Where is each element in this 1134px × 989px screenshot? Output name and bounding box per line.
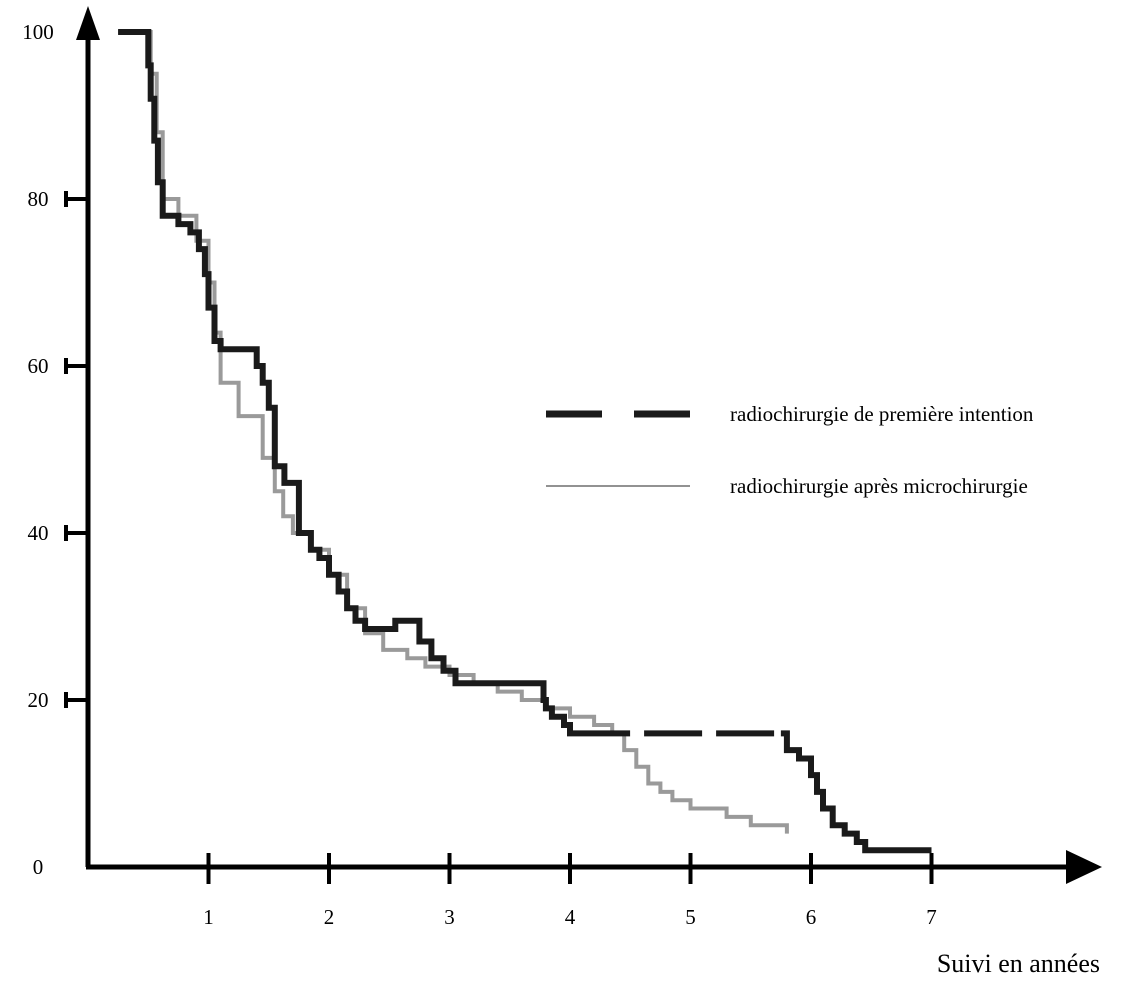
x-axis-title: Suivi en années: [937, 949, 1100, 978]
x-tick-label: 6: [806, 905, 817, 929]
x-tick-label: 1: [203, 905, 214, 929]
y-tick-label: 0: [33, 855, 44, 879]
y-tick-label: 40: [28, 521, 49, 545]
y-tick-label: 20: [28, 688, 49, 712]
series-line-secondary: [118, 30, 789, 834]
y-tick-label: 100: [22, 20, 54, 44]
x-tick-label: 7: [926, 905, 937, 929]
x-tick-label: 2: [324, 905, 335, 929]
x-tick-label: 3: [444, 905, 455, 929]
y-axis: [76, 6, 100, 867]
legend: radiochirurgie de première intention rad…: [546, 402, 1034, 498]
x-tick-label: 4: [565, 905, 576, 929]
y-axis-arrow-icon: [76, 6, 100, 40]
legend-label-primary: radiochirurgie de première intention: [730, 402, 1034, 426]
y-tick-group: 0 20 40 60 80 100: [22, 20, 88, 879]
series-line-primary: [118, 29, 932, 854]
series-group: [118, 29, 932, 854]
x-axis: [86, 850, 1102, 884]
legend-label-secondary: radiochirurgie après microchirurgie: [730, 474, 1028, 498]
y-tick-label: 60: [28, 354, 49, 378]
x-tick-group: 1 2 3 4 5 6 7: [203, 853, 937, 929]
y-tick-label: 80: [28, 187, 49, 211]
x-axis-arrow-icon: [1066, 850, 1102, 884]
x-tick-label: 5: [685, 905, 696, 929]
